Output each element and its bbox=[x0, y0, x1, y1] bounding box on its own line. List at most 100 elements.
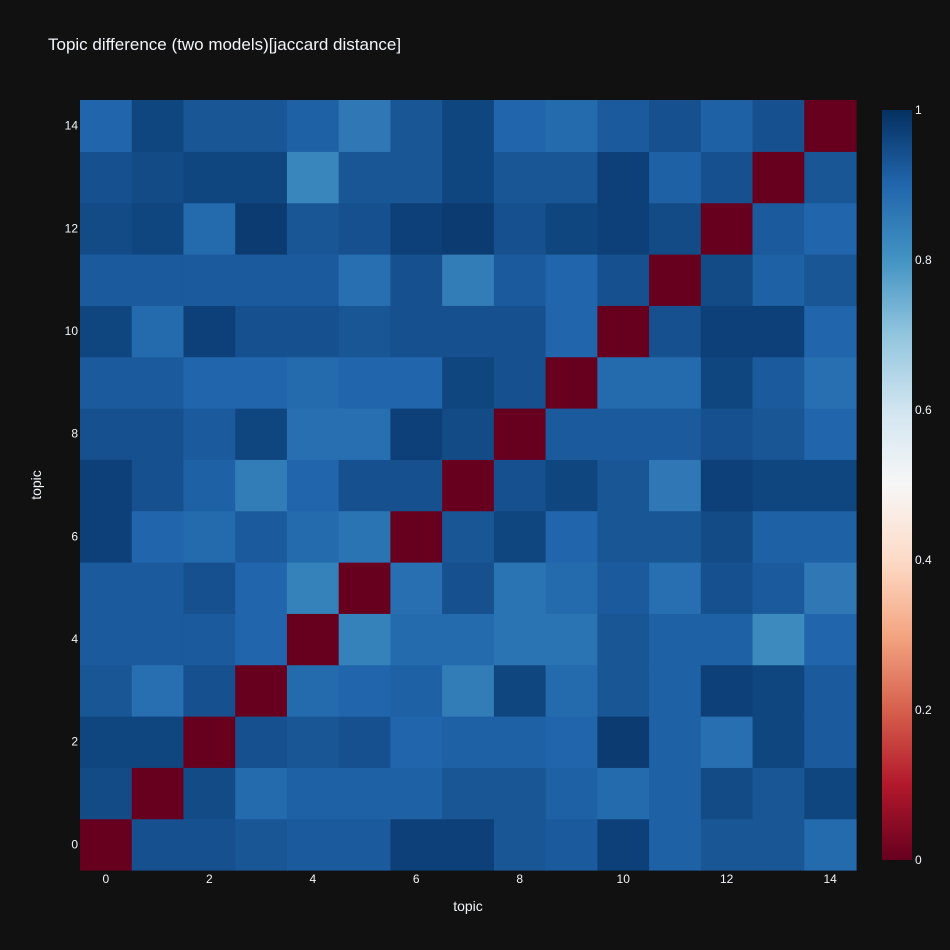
heatmap-cell-14-4 bbox=[804, 613, 857, 666]
heatmap-cell-3-11 bbox=[235, 254, 288, 306]
x-tick-label: 2 bbox=[206, 872, 213, 886]
heatmap-cell-2-2 bbox=[183, 716, 236, 768]
heatmap-cell-7-1 bbox=[442, 767, 495, 820]
heatmap-cell-2-12 bbox=[183, 202, 236, 255]
colorbar-tick-label: 0.6 bbox=[915, 403, 932, 417]
heatmap-cell-10-0 bbox=[597, 818, 650, 871]
heatmap-cell-8-3 bbox=[493, 664, 547, 717]
heatmap-cell-1-0 bbox=[131, 818, 185, 871]
y-tick-label: 8 bbox=[71, 427, 78, 441]
heatmap-cell-4-10 bbox=[286, 305, 340, 358]
heatmap-cells bbox=[80, 100, 857, 871]
heatmap-cell-4-2 bbox=[286, 716, 340, 768]
heatmap-cell-2-1 bbox=[183, 767, 236, 820]
heatmap-cell-6-7 bbox=[390, 459, 443, 512]
heatmap-cell-2-0 bbox=[183, 818, 236, 871]
heatmap-cell-9-1 bbox=[545, 767, 598, 820]
heatmap-cell-14-8 bbox=[804, 408, 857, 460]
heatmap-cell-2-6 bbox=[183, 510, 236, 563]
heatmap-cell-14-2 bbox=[804, 716, 857, 768]
heatmap-cell-8-0 bbox=[493, 818, 547, 871]
heatmap-cell-10-1 bbox=[597, 767, 650, 820]
heatmap-cell-0-2 bbox=[80, 716, 133, 768]
heatmap-cell-12-14 bbox=[700, 100, 754, 152]
heatmap-cell-13-11 bbox=[752, 254, 805, 306]
heatmap-cell-9-6 bbox=[545, 510, 598, 563]
heatmap-cell-4-3 bbox=[286, 664, 340, 717]
x-tick-label: 12 bbox=[720, 872, 734, 886]
heatmap-cell-10-9 bbox=[597, 356, 650, 409]
heatmap-cell-0-1 bbox=[80, 767, 133, 820]
heatmap-cell-10-14 bbox=[597, 100, 650, 152]
x-tick-label: 0 bbox=[103, 872, 110, 886]
colorbar bbox=[882, 110, 912, 860]
heatmap-cell-0-8 bbox=[80, 408, 133, 460]
heatmap-cell-2-7 bbox=[183, 459, 236, 512]
heatmap-cell-5-5 bbox=[338, 562, 391, 614]
x-tick-label: 14 bbox=[823, 872, 837, 886]
y-axis-title: topic bbox=[28, 470, 44, 500]
heatmap-cell-7-4 bbox=[442, 613, 495, 666]
heatmap-cell-10-3 bbox=[597, 664, 650, 717]
heatmap-cell-3-3 bbox=[235, 664, 288, 717]
heatmap-cell-8-13 bbox=[493, 151, 547, 204]
heatmap-cell-3-7 bbox=[235, 459, 288, 512]
heatmap-cell-8-11 bbox=[493, 254, 547, 306]
heatmap-cell-1-14 bbox=[131, 100, 185, 152]
heatmap-cell-13-10 bbox=[752, 305, 805, 358]
heatmap-cell-0-13 bbox=[80, 151, 133, 204]
heatmap-cell-5-2 bbox=[338, 716, 391, 768]
heatmap-cell-9-13 bbox=[545, 151, 598, 204]
heatmap-cell-3-2 bbox=[235, 716, 288, 768]
heatmap-cell-11-0 bbox=[649, 818, 702, 871]
y-tick-label: 4 bbox=[71, 632, 78, 646]
heatmap-cell-7-2 bbox=[442, 716, 495, 768]
heatmap-cell-8-6 bbox=[493, 510, 547, 563]
heatmap-cell-14-7 bbox=[804, 459, 857, 512]
heatmap-cell-2-5 bbox=[183, 562, 236, 614]
heatmap-cell-12-4 bbox=[700, 613, 754, 666]
x-tick-label: 10 bbox=[617, 872, 631, 886]
heatmap-cell-4-8 bbox=[286, 408, 340, 460]
heatmap-cell-5-3 bbox=[338, 664, 391, 717]
heatmap-cell-8-10 bbox=[493, 305, 547, 358]
heatmap-cell-10-5 bbox=[597, 562, 650, 614]
heatmap-cell-2-3 bbox=[183, 664, 236, 717]
heatmap-cell-14-9 bbox=[804, 356, 857, 409]
heatmap-cell-9-10 bbox=[545, 305, 598, 358]
heatmap-cell-12-8 bbox=[700, 408, 754, 460]
heatmap-cell-2-8 bbox=[183, 408, 236, 460]
heatmap-cell-6-3 bbox=[390, 664, 443, 717]
heatmap-cell-5-6 bbox=[338, 510, 391, 563]
colorbar-tick-label: 0.8 bbox=[915, 253, 932, 267]
heatmap-cell-12-10 bbox=[700, 305, 754, 358]
heatmap-cell-6-6 bbox=[390, 510, 443, 563]
heatmap-cell-1-9 bbox=[131, 356, 185, 409]
heatmap-cell-5-7 bbox=[338, 459, 391, 512]
heatmap-cell-7-6 bbox=[442, 510, 495, 563]
heatmap-cell-8-1 bbox=[493, 767, 547, 820]
heatmap-cell-8-5 bbox=[493, 562, 547, 614]
heatmap-cell-11-9 bbox=[649, 356, 702, 409]
colorbar-tick-label: 0 bbox=[915, 853, 922, 867]
heatmap-cell-13-4 bbox=[752, 613, 805, 666]
heatmap-cell-4-0 bbox=[286, 818, 340, 871]
y-tick-label: 2 bbox=[71, 735, 78, 749]
heatmap-cell-3-10 bbox=[235, 305, 288, 358]
heatmap-cell-3-1 bbox=[235, 767, 288, 820]
heatmap-cell-12-0 bbox=[700, 818, 754, 871]
heatmap-cell-4-13 bbox=[286, 151, 340, 204]
heatmap-cell-13-13 bbox=[752, 151, 805, 204]
heatmap-cell-9-9 bbox=[545, 356, 598, 409]
heatmap-cell-6-11 bbox=[390, 254, 443, 306]
heatmap-cell-3-12 bbox=[235, 202, 288, 255]
heatmap-cell-11-3 bbox=[649, 664, 702, 717]
heatmap-cell-10-6 bbox=[597, 510, 650, 563]
heatmap-cell-9-7 bbox=[545, 459, 598, 512]
heatmap-cell-6-2 bbox=[390, 716, 443, 768]
heatmap-cell-6-8 bbox=[390, 408, 443, 460]
heatmap-cell-1-6 bbox=[131, 510, 185, 563]
heatmap-cell-3-0 bbox=[235, 818, 288, 871]
heatmap-cell-10-4 bbox=[597, 613, 650, 666]
